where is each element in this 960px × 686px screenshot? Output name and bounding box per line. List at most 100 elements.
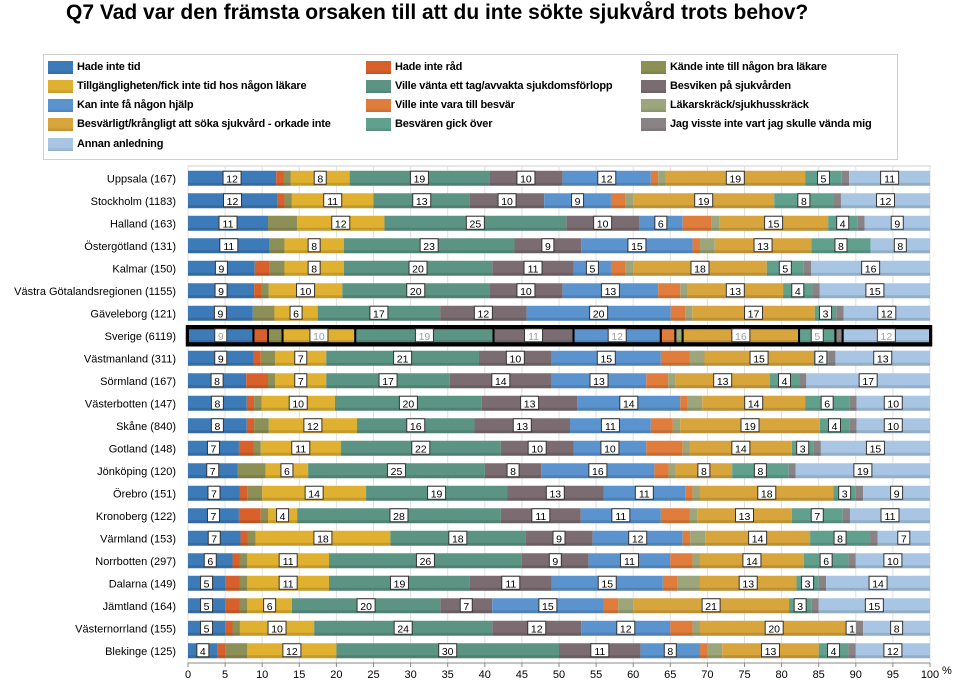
- bar-segment: [841, 170, 850, 186]
- data-label-box: [893, 238, 907, 253]
- chart-legend: Hade inte tid Tillgängligheten/fick inte …: [43, 54, 898, 160]
- data-label-box: [701, 598, 721, 613]
- legend-label: Besvärligt/krångligt att söka sjukvård -…: [77, 118, 331, 130]
- bar-shade: [682, 452, 690, 456]
- bar-shade: [260, 520, 269, 524]
- data-label: 9: [218, 286, 224, 298]
- data-label: 11: [283, 556, 294, 568]
- legend-label: Besvären gick över: [395, 118, 493, 130]
- data-label-box: [552, 530, 566, 545]
- data-label: 18: [317, 533, 329, 545]
- x-tick-label: 95: [887, 669, 899, 681]
- bar-shade: [670, 317, 686, 321]
- data-label: 25: [469, 218, 481, 230]
- data-label-box: [222, 170, 242, 185]
- bar-shade: [650, 182, 659, 186]
- data-label: 8: [801, 196, 807, 208]
- bar-segment: [239, 598, 248, 614]
- bar-shade: [711, 227, 720, 231]
- bar-segment: [646, 440, 683, 456]
- row-label: Dalarna (149): [109, 578, 176, 590]
- bar-segment: [225, 643, 248, 659]
- data-label: 12: [881, 308, 893, 320]
- bar-segment: [680, 283, 688, 299]
- x-tick-label: 30: [404, 669, 416, 681]
- legend-label: Besviken på sjukvården: [670, 80, 791, 92]
- data-label-box: [527, 440, 547, 455]
- x-tick-label: 75: [738, 669, 750, 681]
- row-label: Västmanland (311): [84, 353, 176, 365]
- bar-shade: [660, 362, 690, 366]
- bar-shade: [269, 272, 285, 276]
- data-label: 19: [414, 173, 426, 185]
- data-label-box: [883, 643, 903, 658]
- data-label-box: [386, 463, 406, 478]
- bar-shade: [232, 565, 240, 569]
- legend-swatch: [366, 117, 391, 131]
- legend-label: Kände inte till någon bra läkare: [670, 61, 827, 73]
- data-label-box: [548, 553, 562, 568]
- bar-segment: [811, 598, 819, 614]
- bar-segment: [225, 575, 240, 591]
- data-label: 12: [601, 173, 613, 185]
- data-label-box: [523, 260, 543, 275]
- legend-item-hade-inte-tid: Hade inte tid: [48, 59, 141, 75]
- data-label: 8: [838, 241, 844, 253]
- x-axis-label: %: [942, 665, 952, 677]
- data-label: 7: [901, 533, 907, 545]
- bar-segment: [239, 575, 248, 591]
- data-label-box: [200, 575, 214, 590]
- data-label: 3: [797, 601, 803, 613]
- bar-shade: [254, 295, 262, 299]
- data-label: 10: [887, 421, 899, 433]
- bar-shade: [788, 475, 796, 479]
- bar-segment: [625, 193, 634, 209]
- bar-shade: [232, 632, 240, 636]
- data-label-box: [419, 238, 439, 253]
- data-label-box: [753, 238, 773, 253]
- data-label: 12: [478, 308, 490, 320]
- bar-segment: [225, 598, 240, 614]
- data-label: 7: [210, 466, 216, 478]
- bar-segment: [283, 170, 291, 186]
- bar-shade: [284, 205, 292, 209]
- bar-shade: [277, 205, 285, 209]
- bar-shade: [687, 407, 703, 411]
- data-label: 8: [757, 466, 763, 478]
- bar-segment: [682, 440, 690, 456]
- data-label: 16: [865, 263, 877, 275]
- chart-title: Q7 Vad var den främsta orsaken till att …: [66, 1, 809, 24]
- bar-shade: [692, 632, 700, 636]
- data-label: 13: [605, 286, 617, 298]
- data-label: 17: [862, 376, 874, 388]
- legend-item-lakarskrack-sjukhusskrack: Läkarskräck/sjukhusskräck: [641, 97, 809, 113]
- data-label-box: [663, 643, 677, 658]
- data-label-box: [589, 373, 609, 388]
- data-label: 10: [520, 286, 532, 298]
- bar-shade: [685, 497, 693, 501]
- legend-label: Annan anledning: [77, 138, 164, 150]
- data-label: 8: [311, 263, 317, 275]
- bar-shade: [253, 362, 261, 366]
- data-label: 11: [639, 488, 650, 500]
- data-label-box: [282, 643, 302, 658]
- data-label-box: [890, 215, 904, 230]
- data-label-box: [207, 530, 221, 545]
- bar-shade: [803, 272, 812, 276]
- data-label-box: [589, 305, 609, 320]
- bar-segment: [672, 418, 681, 434]
- bar-shade: [225, 587, 240, 591]
- bar-segment: [658, 283, 681, 299]
- data-label: 5: [204, 601, 210, 613]
- bar-shade: [670, 565, 693, 569]
- data-label: 19: [857, 466, 869, 478]
- data-label: 15: [542, 601, 554, 613]
- bar-segment: [232, 620, 240, 636]
- bar-shade: [650, 430, 673, 434]
- data-label: 10: [501, 196, 513, 208]
- data-label-box: [497, 193, 517, 208]
- data-label-box: [378, 373, 398, 388]
- data-label: 12: [335, 218, 347, 230]
- data-label-box: [214, 350, 228, 365]
- bar-shade: [239, 565, 248, 569]
